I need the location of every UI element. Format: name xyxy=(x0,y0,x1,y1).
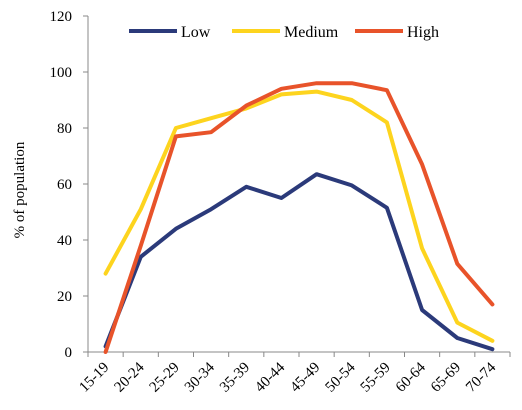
legend-label-medium: Medium xyxy=(284,24,339,41)
legend-label-high: High xyxy=(407,24,439,41)
y-tick-label: 80 xyxy=(57,121,72,137)
x-tick-label: 60-64 xyxy=(393,359,429,395)
x-tick-label: 65-69 xyxy=(428,360,464,396)
x-tick-label: 25-29 xyxy=(147,360,183,396)
x-tick-label: 70-74 xyxy=(463,359,499,395)
y-axis-tick-labels: 0 20 40 60 80 100 120 xyxy=(50,9,73,361)
series-line-low xyxy=(103,172,495,352)
series-line-high xyxy=(103,81,495,354)
x-tick-label: 30-34 xyxy=(182,359,218,395)
legend: Low Medium High xyxy=(129,24,439,41)
y-tick-label: 60 xyxy=(57,177,72,193)
y-tick-label: 100 xyxy=(50,65,73,81)
x-tick-label: 15-19 xyxy=(76,360,112,396)
x-tick-label: 35-39 xyxy=(217,360,253,396)
series-line-medium xyxy=(103,89,495,343)
x-tick-label: 40-44 xyxy=(252,359,288,395)
y-axis-title: % of population xyxy=(12,141,28,238)
y-tick-label: 0 xyxy=(65,345,73,361)
x-tick-label: 55-59 xyxy=(358,360,394,396)
x-tick-label: 45-49 xyxy=(287,360,323,396)
x-axis-tick-labels: 15-19 20-24 25-29 30-34 35-39 40-44 45-49 50-54… xyxy=(76,359,499,395)
y-tick-label: 120 xyxy=(50,9,73,25)
x-tick-label: 50-54 xyxy=(323,359,359,395)
y-tick-label: 40 xyxy=(57,233,72,249)
series-lines xyxy=(103,81,495,354)
y-tick-label: 20 xyxy=(57,289,72,305)
legend-label-low: Low xyxy=(181,24,211,41)
y-axis-ticks xyxy=(83,15,88,353)
x-tick-label: 20-24 xyxy=(112,359,148,395)
x-axis-ticks xyxy=(87,352,511,357)
